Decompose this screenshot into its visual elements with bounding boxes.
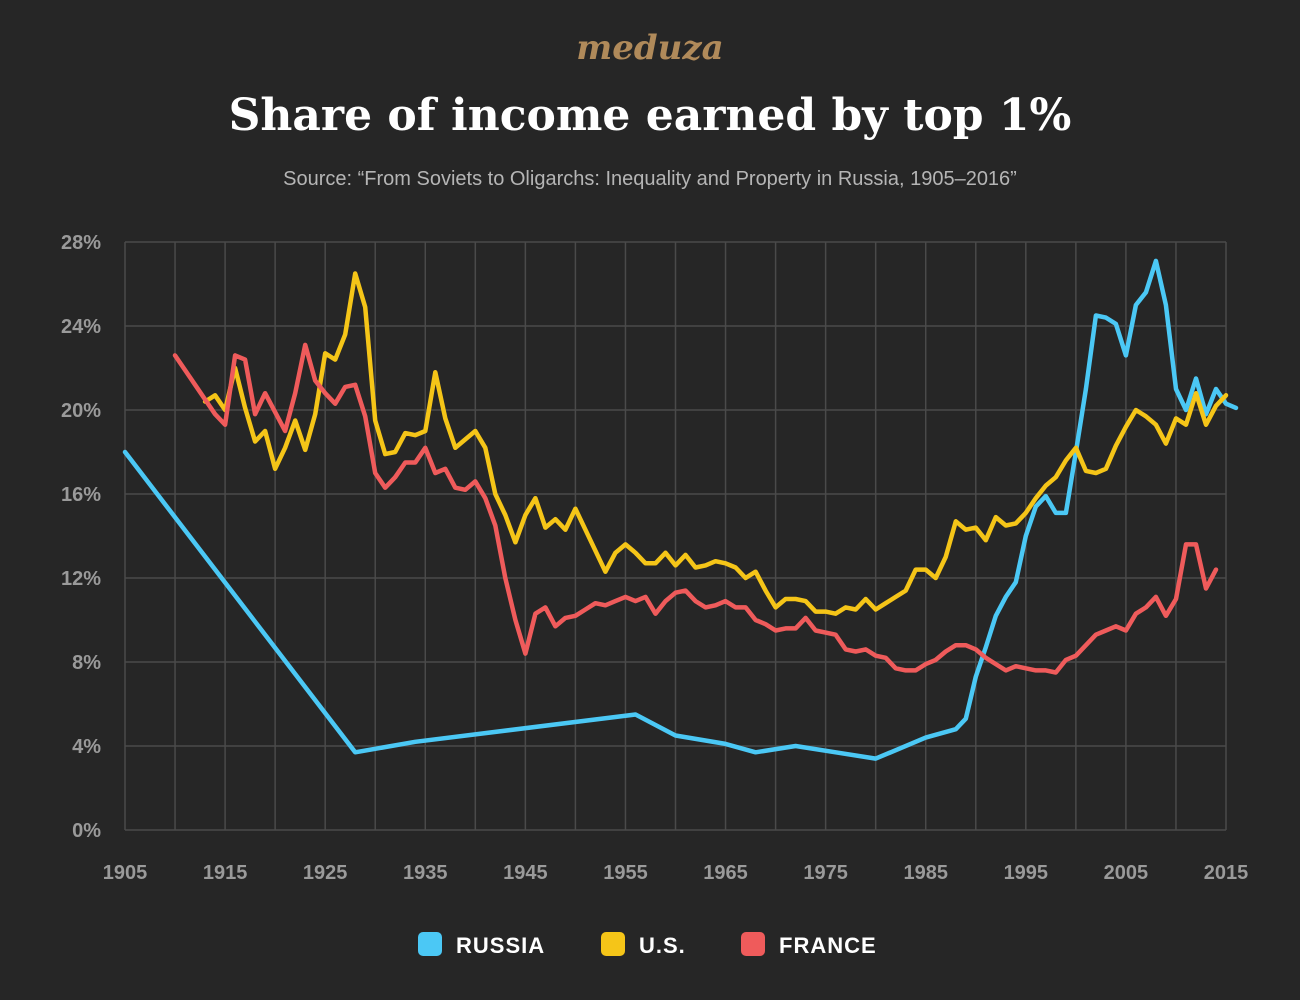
legend-swatch — [418, 932, 442, 956]
legend-swatch — [601, 932, 625, 956]
series-line-france — [172, 342, 1219, 675]
grid — [124, 241, 1227, 831]
x-tick-label: 2005 — [1104, 862, 1149, 884]
series-line-u-s — [202, 271, 1229, 616]
x-tick-label: 1975 — [803, 862, 848, 884]
legend: RUSSIA U.S. FRANCE — [418, 932, 877, 958]
legend-label: RUSSIA — [456, 933, 545, 958]
chart-subtitle: Source: “From Soviets to Oligarchs: Ineq… — [283, 168, 1017, 190]
y-tick-label: 0% — [72, 820, 101, 842]
axes: 0% 4% 8% 12% 16% 20% 24% 28% 1905 1915 1925 1935 194… — [61, 232, 1248, 884]
legend-label: U.S. — [639, 933, 686, 958]
legend-swatch — [741, 932, 765, 956]
x-tick-label: 1965 — [703, 862, 748, 884]
x-tick-label: 1985 — [903, 862, 948, 884]
y-tick-label: 4% — [72, 736, 101, 758]
y-tick-label: 28% — [61, 232, 101, 254]
legend-label: FRANCE — [779, 933, 877, 958]
x-tick-label: 1925 — [303, 862, 348, 884]
legend-item: U.S. — [601, 932, 686, 958]
legend-item: FRANCE — [741, 932, 877, 958]
y-tick-label: 12% — [61, 568, 101, 590]
series-line-russia — [122, 258, 1239, 761]
x-tick-label: 1935 — [403, 862, 448, 884]
y-tick-label: 24% — [61, 316, 101, 338]
legend-item: RUSSIA — [418, 932, 545, 958]
x-tick-label: 2015 — [1204, 862, 1249, 884]
series-lines — [122, 258, 1239, 761]
y-tick-label: 8% — [72, 652, 101, 674]
chart-title: Share of income earned by top 1% — [229, 90, 1072, 141]
x-tick-label: 1915 — [203, 862, 248, 884]
y-tick-label: 16% — [61, 484, 101, 506]
x-tick-label: 1905 — [103, 862, 148, 884]
y-tick-label: 20% — [61, 400, 101, 422]
x-tick-label: 1995 — [1004, 862, 1049, 884]
x-tick-label: 1955 — [603, 862, 648, 884]
x-tick-label: 1945 — [503, 862, 548, 884]
brand-logo: meduza — [576, 28, 723, 68]
